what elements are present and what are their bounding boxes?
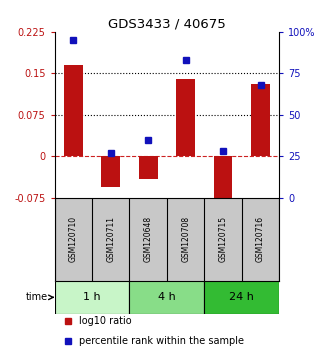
Text: GSM120715: GSM120715	[219, 216, 228, 262]
Text: time: time	[26, 292, 48, 302]
Text: GSM120648: GSM120648	[144, 216, 153, 262]
Text: log10 ratio: log10 ratio	[79, 316, 132, 326]
Bar	[214, 156, 232, 206]
Text: percentile rank within the sample: percentile rank within the sample	[79, 336, 244, 347]
Text: 24 h: 24 h	[230, 292, 254, 302]
Text: GSM120716: GSM120716	[256, 216, 265, 262]
Bar	[55, 281, 129, 314]
Text: GSM120708: GSM120708	[181, 216, 190, 262]
Bar	[139, 156, 158, 179]
Text: GSM120711: GSM120711	[106, 216, 115, 262]
Bar	[129, 281, 204, 314]
Bar	[101, 156, 120, 187]
Title: GDS3433 / 40675: GDS3433 / 40675	[108, 18, 226, 31]
Bar	[204, 281, 279, 314]
Text: 1 h: 1 h	[83, 292, 101, 302]
Bar	[64, 65, 83, 156]
Bar	[251, 84, 270, 156]
Text: 4 h: 4 h	[158, 292, 176, 302]
Text: GSM120710: GSM120710	[69, 216, 78, 262]
Bar	[176, 79, 195, 156]
